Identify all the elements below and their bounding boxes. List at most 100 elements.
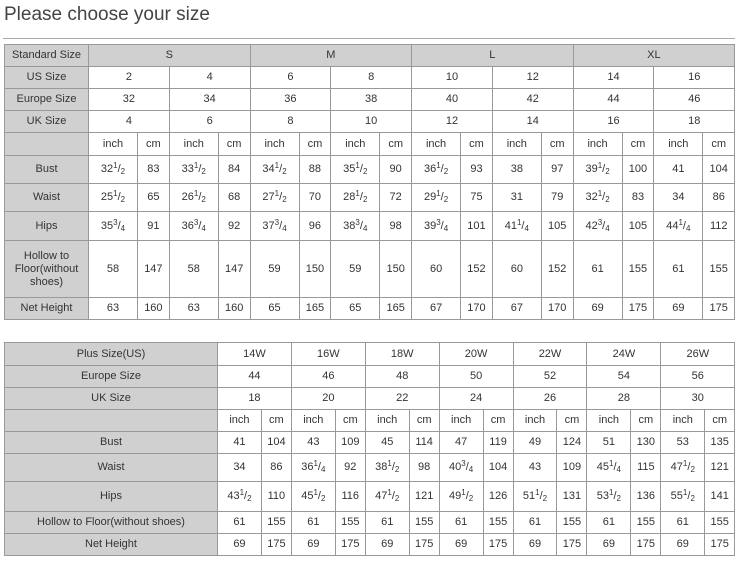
measurement-cell: 321/2 <box>572 183 623 212</box>
measurement-cell: 383/4 <box>330 211 381 241</box>
measurement-cell: 281/2 <box>330 183 381 212</box>
measurement-cell: 160 <box>137 297 170 320</box>
measurement-cell: 59 <box>249 240 300 298</box>
measurement-cell: 150 <box>379 240 413 298</box>
measurement-cell: 160 <box>217 297 251 320</box>
row-label: Standard Size <box>4 44 89 67</box>
measurement-cell: 511/2 <box>512 481 558 512</box>
unit-header: cm <box>482 409 514 432</box>
measurement-cell: 361/2 <box>411 155 462 184</box>
measurement-cell: 59 <box>330 240 381 298</box>
measurement-cell: 49 <box>512 431 558 454</box>
uk-size-cell: 6 <box>168 110 251 133</box>
page-title: Please choose your size <box>4 4 210 25</box>
europe-size-cell: 54 <box>586 365 662 388</box>
measurement-cell: 88 <box>298 155 332 184</box>
unit-header: inch <box>586 409 632 432</box>
measurement-cell: 361/4 <box>290 453 336 482</box>
table-row: inch cm inch cm inch cm inch cm inch cm inch cm inch… <box>4 132 736 156</box>
unit-header: inch <box>364 409 410 432</box>
measurement-cell: 69 <box>572 297 623 320</box>
measurement-cell: 150 <box>298 240 332 298</box>
standard-size-cell: M <box>249 44 413 67</box>
measurement-cell: 152 <box>540 240 574 298</box>
unit-header: cm <box>704 409 736 432</box>
measurement-cell: 105 <box>540 211 574 241</box>
measurement-cell: 97 <box>540 155 574 184</box>
europe-size-cell: 32 <box>88 88 170 111</box>
table-row: inch cm inch cm inch cm inch cm inch cm inch cm inch… <box>4 409 736 432</box>
measurement-cell: 109 <box>556 453 588 482</box>
europe-size-cell: 44 <box>572 88 655 111</box>
measurement-cell: 271/2 <box>249 183 300 212</box>
measurement-cell: 165 <box>379 297 413 320</box>
measurement-cell: 155 <box>408 511 440 534</box>
uk-size-cell: 12 <box>411 110 493 133</box>
unit-header: inch <box>330 132 381 156</box>
measurement-cell: 155 <box>556 511 588 534</box>
measurement-cell: 451/2 <box>290 481 336 512</box>
plus-size-cell: 14W <box>217 342 292 366</box>
measurement-cell: 101 <box>460 211 493 241</box>
measurement-cell: 61 <box>586 511 632 534</box>
unit-header: cm <box>334 409 366 432</box>
europe-size-cell: 44 <box>217 365 292 388</box>
europe-size-cell: 50 <box>438 365 514 388</box>
plus-size-cell: 16W <box>290 342 366 366</box>
unit-header: inch <box>249 132 300 156</box>
plus-size-cell: 22W <box>512 342 588 366</box>
row-label: Net Height <box>4 533 218 556</box>
measurement-cell: 152 <box>460 240 493 298</box>
measurement-cell: 104 <box>260 431 292 454</box>
standard-size-table: Standard Size S M L XL US Size 2 4 6 8 10 12 14 16 Eur… <box>4 44 736 320</box>
measurement-cell: 175 <box>630 533 662 556</box>
measurement-cell: 175 <box>621 297 655 320</box>
measurement-cell: 155 <box>621 240 655 298</box>
row-label: Bust <box>4 155 89 184</box>
measurement-cell: 170 <box>540 297 574 320</box>
measurement-cell: 69 <box>364 533 410 556</box>
measurement-cell: 61 <box>217 511 262 534</box>
table-row: Plus Size(US) 14W 16W 18W 20W 22W 24W 26W <box>4 342 736 366</box>
measurement-cell: 43 <box>512 453 558 482</box>
measurement-cell: 68 <box>217 183 251 212</box>
row-label: Europe Size <box>4 88 89 111</box>
measurement-cell: 60 <box>411 240 462 298</box>
table-row: Standard Size S M L XL <box>4 44 736 67</box>
measurement-cell: 491/2 <box>438 481 484 512</box>
measurement-cell: 61 <box>653 240 704 298</box>
europe-size-cell: 52 <box>512 365 588 388</box>
measurement-cell: 100 <box>621 155 655 184</box>
measurement-cell: 105 <box>621 211 655 241</box>
measurement-cell: 91 <box>137 211 170 241</box>
row-label: Net Height <box>4 297 89 320</box>
measurement-cell: 61 <box>512 511 558 534</box>
measurement-cell: 126 <box>482 481 514 512</box>
measurement-cell: 86 <box>702 183 736 212</box>
measurement-cell: 391/2 <box>572 155 623 184</box>
measurement-cell: 441/4 <box>653 211 704 241</box>
measurement-cell: 351/2 <box>330 155 381 184</box>
measurement-cell: 251/2 <box>88 183 138 212</box>
measurement-cell: 72 <box>379 183 413 212</box>
unit-header: inch <box>491 132 542 156</box>
row-label: Waist <box>4 453 218 482</box>
uk-size-cell: 8 <box>249 110 332 133</box>
europe-size-cell: 38 <box>330 88 413 111</box>
measurement-cell: 175 <box>408 533 440 556</box>
table-row: Waist 251/2 65 261/2 68 271/2 70 281/2 72 291/2 75… <box>4 183 736 212</box>
measurement-cell: 109 <box>334 431 366 454</box>
measurement-cell: 131 <box>556 481 588 512</box>
measurement-cell: 98 <box>379 211 413 241</box>
measurement-cell: 93 <box>460 155 493 184</box>
us-size-cell: 16 <box>653 66 736 89</box>
measurement-cell: 261/2 <box>168 183 219 212</box>
europe-size-cell: 46 <box>653 88 736 111</box>
unit-header: inch <box>572 132 623 156</box>
measurement-cell: 45 <box>364 431 410 454</box>
measurement-cell: 61 <box>364 511 410 534</box>
europe-size-cell: 42 <box>491 88 574 111</box>
unit-header: inch <box>411 132 462 156</box>
measurement-cell: 471/2 <box>364 481 410 512</box>
europe-size-cell: 34 <box>168 88 251 111</box>
